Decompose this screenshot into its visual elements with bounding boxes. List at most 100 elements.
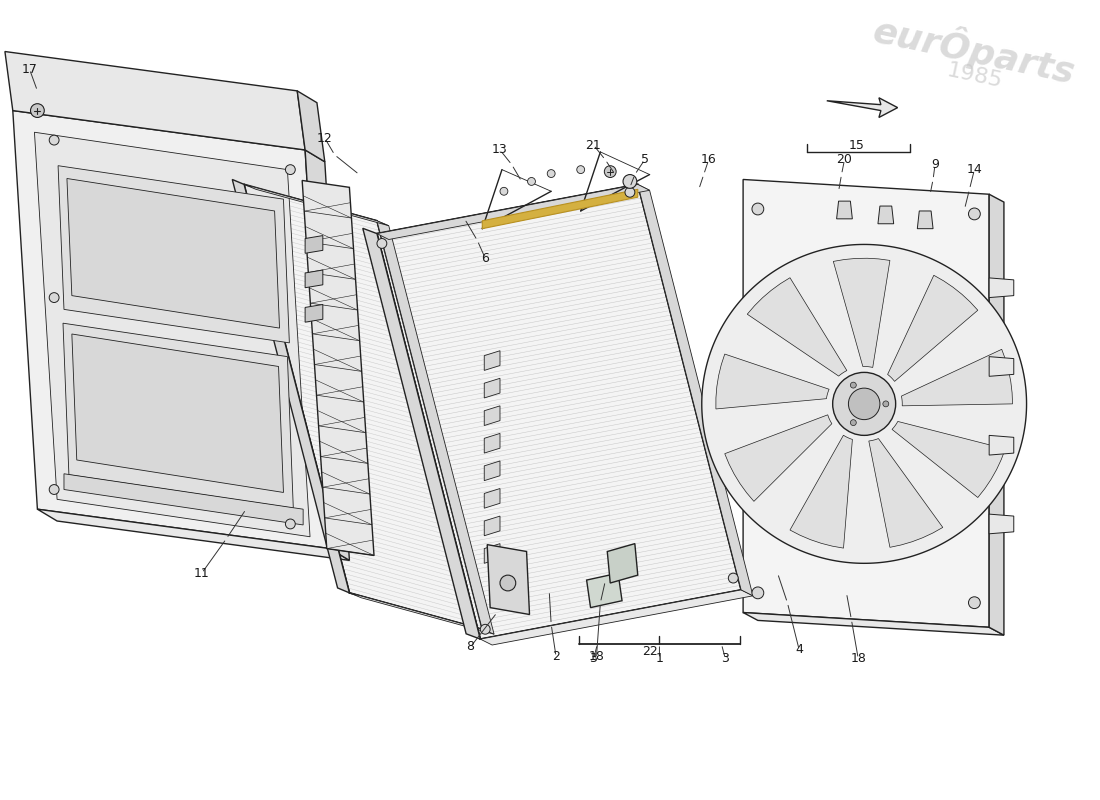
Polygon shape: [244, 184, 482, 630]
Polygon shape: [869, 438, 943, 547]
Polygon shape: [834, 258, 890, 367]
Circle shape: [50, 135, 59, 145]
Text: 3: 3: [590, 652, 597, 666]
Text: 1: 1: [656, 652, 663, 666]
Circle shape: [576, 166, 584, 174]
Circle shape: [528, 178, 536, 186]
Circle shape: [500, 575, 516, 591]
Polygon shape: [305, 270, 322, 288]
Polygon shape: [302, 181, 374, 555]
Polygon shape: [702, 245, 1026, 563]
Polygon shape: [837, 201, 852, 219]
Text: 18: 18: [588, 650, 604, 663]
Polygon shape: [487, 545, 529, 614]
Polygon shape: [747, 278, 847, 376]
Polygon shape: [63, 323, 294, 508]
Polygon shape: [917, 211, 933, 229]
Polygon shape: [305, 305, 322, 322]
Text: 22: 22: [641, 646, 658, 658]
Polygon shape: [484, 406, 500, 426]
Circle shape: [850, 382, 856, 388]
Polygon shape: [716, 354, 829, 409]
Text: 11: 11: [194, 566, 210, 580]
Polygon shape: [989, 357, 1014, 376]
Circle shape: [500, 187, 508, 195]
Polygon shape: [377, 184, 650, 239]
Circle shape: [285, 519, 295, 529]
Text: a passion for parts since 1985: a passion for parts since 1985: [280, 376, 566, 485]
Text: 13: 13: [492, 143, 508, 157]
Polygon shape: [725, 415, 832, 502]
Polygon shape: [481, 590, 752, 645]
Polygon shape: [744, 179, 989, 627]
Polygon shape: [72, 334, 284, 493]
Polygon shape: [989, 435, 1014, 455]
Text: 3: 3: [722, 652, 729, 666]
Polygon shape: [878, 206, 893, 224]
Polygon shape: [64, 474, 304, 525]
Text: eurÔparts: eurÔparts: [870, 9, 1079, 90]
Polygon shape: [638, 184, 752, 596]
Polygon shape: [350, 593, 494, 634]
Text: 8: 8: [466, 641, 474, 654]
Circle shape: [728, 573, 738, 583]
Polygon shape: [4, 51, 305, 150]
Polygon shape: [305, 235, 322, 254]
Circle shape: [625, 187, 635, 197]
Circle shape: [752, 203, 763, 215]
Polygon shape: [607, 544, 638, 583]
Polygon shape: [377, 221, 494, 634]
Circle shape: [377, 238, 387, 248]
Circle shape: [285, 165, 295, 174]
Polygon shape: [484, 434, 500, 453]
Circle shape: [968, 208, 980, 220]
Text: 18: 18: [850, 652, 866, 666]
Polygon shape: [13, 110, 330, 549]
Text: eurOparts: eurOparts: [206, 274, 641, 478]
Polygon shape: [482, 190, 638, 229]
Polygon shape: [989, 194, 1004, 635]
Circle shape: [848, 388, 880, 420]
Circle shape: [968, 597, 980, 609]
Text: 6: 6: [482, 252, 490, 265]
Circle shape: [481, 624, 491, 634]
Circle shape: [752, 587, 763, 598]
Text: 16: 16: [701, 154, 716, 166]
Polygon shape: [244, 184, 388, 226]
Polygon shape: [586, 573, 622, 608]
Text: 21: 21: [585, 138, 602, 151]
Text: 20: 20: [836, 154, 852, 166]
Text: 4: 4: [795, 643, 803, 657]
Polygon shape: [297, 91, 324, 162]
Polygon shape: [901, 350, 1012, 406]
Polygon shape: [37, 509, 350, 560]
Polygon shape: [34, 132, 310, 537]
Circle shape: [31, 104, 44, 118]
Polygon shape: [484, 378, 500, 398]
Polygon shape: [484, 544, 500, 563]
Polygon shape: [484, 350, 500, 370]
Circle shape: [833, 372, 895, 435]
Polygon shape: [790, 435, 852, 548]
Polygon shape: [744, 613, 1004, 635]
Circle shape: [50, 293, 59, 302]
Polygon shape: [484, 516, 500, 536]
Text: 1985: 1985: [945, 61, 1004, 92]
Circle shape: [50, 485, 59, 494]
Polygon shape: [363, 228, 481, 639]
Polygon shape: [888, 275, 978, 382]
Polygon shape: [989, 514, 1014, 534]
Polygon shape: [484, 461, 500, 481]
Circle shape: [604, 166, 616, 178]
Polygon shape: [377, 184, 741, 639]
Text: 9: 9: [931, 158, 939, 171]
Polygon shape: [484, 489, 500, 508]
Text: 17: 17: [22, 62, 37, 76]
Polygon shape: [58, 166, 289, 343]
Text: 5: 5: [640, 154, 649, 166]
Text: 2: 2: [552, 650, 560, 663]
Text: 12: 12: [317, 132, 332, 145]
Circle shape: [883, 401, 889, 407]
Circle shape: [850, 420, 856, 426]
Circle shape: [547, 170, 556, 178]
